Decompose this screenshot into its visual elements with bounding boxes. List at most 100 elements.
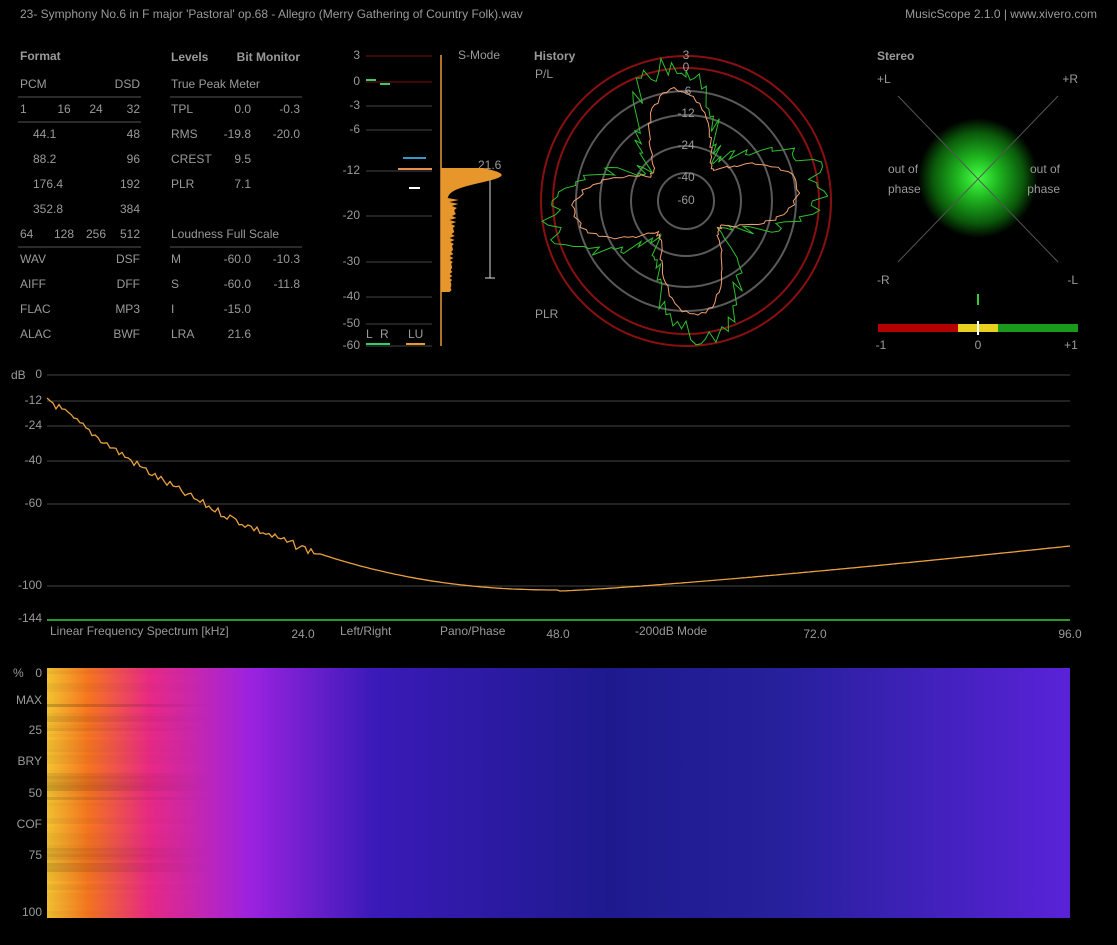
y-label: -100 [18, 578, 42, 592]
balance-tick: -1 [876, 338, 887, 352]
y-label: 25 [29, 723, 43, 737]
spectrogram-band [47, 803, 467, 806]
meter-scale-label: 0 [353, 74, 360, 88]
spectrogram-band [47, 878, 467, 881]
format-option: 192 [120, 177, 140, 191]
spectrum-title: Linear Frequency Spectrum [kHz] [50, 624, 229, 638]
history-label: PLR [535, 307, 559, 321]
loudness-histogram [441, 168, 502, 292]
spectrogram-band [47, 710, 467, 713]
level-value: -19.8 [224, 127, 252, 141]
level-label: S [171, 277, 179, 291]
level-value: -10.3 [273, 252, 301, 266]
view-button[interactable]: Left/Right [340, 624, 392, 638]
x-label: 24.0 [291, 627, 315, 641]
diagonal [897, 95, 1059, 263]
level-value: -20.0 [273, 127, 301, 141]
spectrum-curve [46, 397, 1071, 592]
level-value: 21.6 [228, 327, 252, 341]
spectrogram-band [47, 746, 467, 749]
meter-scale-label: -12 [343, 163, 361, 177]
format-option: DFF [117, 277, 140, 291]
ring-label: -12 [677, 106, 695, 120]
level-label: LRA [171, 327, 194, 341]
spectrogram-band [47, 875, 467, 878]
spectrogram-band [47, 713, 467, 716]
y-label: BRY [18, 754, 42, 768]
ring [599, 114, 773, 288]
spectrogram-band [47, 752, 467, 755]
format-option: BWF [113, 327, 140, 341]
spectrogram-band [47, 698, 467, 701]
format-option: 384 [120, 202, 140, 216]
spectrogram-band [47, 899, 467, 902]
spectrogram-band [47, 731, 467, 734]
spectrogram-band [47, 905, 467, 908]
ring [657, 172, 715, 230]
spectrogram-band [47, 857, 467, 860]
spectrogram-band [47, 791, 467, 794]
format-option: 64 [20, 227, 34, 241]
spectrogram-band [47, 743, 467, 746]
ring-label: -40 [677, 170, 695, 184]
spectrogram-band [47, 884, 467, 887]
channel-label: R [380, 327, 389, 341]
spectrogram-band [47, 728, 467, 731]
panel-title: Stereo [877, 49, 914, 63]
format-option: 352.8 [33, 202, 63, 216]
format-option: 88.2 [33, 152, 57, 166]
spectrogram-band [47, 851, 467, 854]
y-label: 75 [29, 848, 43, 862]
ring-label: 0 [683, 60, 690, 74]
format-option: FLAC [20, 302, 51, 316]
spectrogram-band [47, 725, 467, 728]
y-label: -12 [25, 393, 43, 407]
view-button[interactable]: Pano/Phase [440, 624, 506, 638]
level-value: 9.5 [234, 152, 251, 166]
spectrogram-band [47, 893, 467, 896]
spectrogram-band [47, 902, 467, 905]
history-trace [541, 56, 829, 346]
file-title: 23- Symphony No.6 in F major 'Pastoral' … [20, 7, 523, 21]
spectrogram-band [47, 917, 467, 920]
spectrogram-band [47, 680, 467, 683]
layer: 23- Symphony No.6 in F major 'Pastoral' … [11, 7, 1097, 920]
spectrogram-band [47, 683, 467, 686]
app-name: MusicScope 2.1.0 | www.xivero.com [905, 7, 1097, 21]
level-label: M [171, 252, 181, 266]
ring-label: -6 [681, 84, 692, 98]
corner-label: -R [877, 273, 890, 287]
spectrogram-band [47, 809, 467, 812]
phase-note: out of [1030, 162, 1061, 176]
spectrogram-band [47, 818, 467, 821]
level-label: CREST [171, 152, 212, 166]
panel-title: Levels [171, 50, 209, 64]
spectrogram-band [47, 785, 467, 788]
unit-label: % [13, 666, 24, 680]
spectrogram-band [47, 815, 467, 818]
y-label: MAX [16, 693, 42, 707]
spectrogram-band [47, 839, 467, 842]
ring-label: -24 [677, 138, 695, 152]
level-value: -60.0 [224, 252, 252, 266]
format-option: 128 [54, 227, 74, 241]
spectrogram-band [47, 722, 467, 725]
tab[interactable]: Bit Monitor [237, 50, 301, 64]
spectrogram-band [47, 692, 467, 695]
level-label: TPL [171, 102, 193, 116]
spectrogram-band [47, 908, 467, 911]
format-option: 48 [127, 127, 141, 141]
level-value: 0.0 [234, 102, 251, 116]
level-value: -0.3 [279, 102, 300, 116]
level-label: PLR [171, 177, 195, 191]
spectrogram-band [47, 773, 467, 776]
spectrogram-band [47, 767, 467, 770]
view-button[interactable]: -200dB Mode [635, 624, 707, 638]
level-value: -60.0 [224, 277, 252, 291]
format-option: 512 [120, 227, 140, 241]
spectrogram-band [47, 848, 467, 851]
mode-button[interactable]: S-Mode [458, 48, 500, 62]
